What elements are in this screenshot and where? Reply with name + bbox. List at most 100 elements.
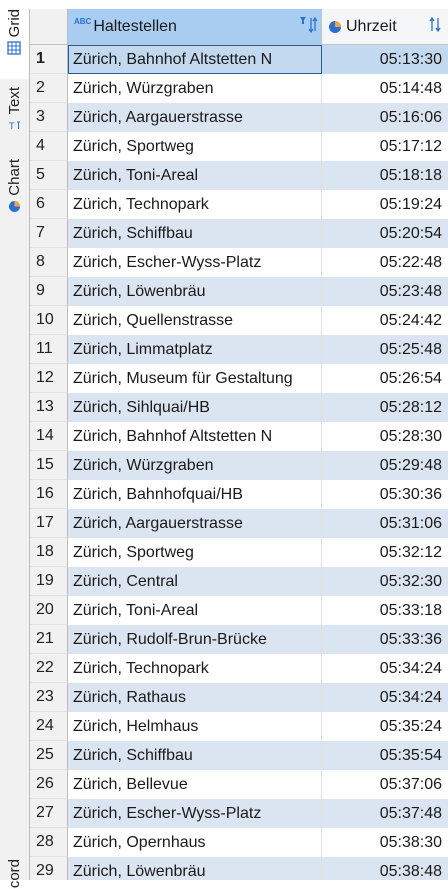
table-row[interactable]: 1 Zürich, Bahnhof Altstetten N 05:13:30 bbox=[30, 45, 448, 74]
cell-haltestelle[interactable]: Zürich, Toni-Areal bbox=[68, 161, 322, 190]
cell-haltestelle[interactable]: Zürich, Rathaus bbox=[68, 683, 322, 712]
row-number[interactable]: 23 bbox=[30, 683, 68, 712]
row-number[interactable]: 19 bbox=[30, 567, 68, 596]
cell-haltestelle[interactable]: Zürich, Sportweg bbox=[68, 538, 322, 567]
table-row[interactable]: 3 Zürich, Aargauerstrasse 05:16:06 bbox=[30, 103, 448, 132]
table-row[interactable]: 24 Zürich, Helmhaus 05:35:24 bbox=[30, 712, 448, 741]
row-number[interactable]: 13 bbox=[30, 393, 68, 422]
row-number[interactable]: 27 bbox=[30, 799, 68, 828]
cell-uhrzeit[interactable]: 05:29:48 bbox=[322, 451, 448, 480]
row-number[interactable]: 2 bbox=[30, 74, 68, 103]
tab-record[interactable]: Record bbox=[0, 859, 29, 889]
cell-uhrzeit[interactable]: 05:33:18 bbox=[379, 602, 442, 619]
column-header-uhrzeit[interactable]: Uhrzeit bbox=[322, 9, 448, 45]
table-row[interactable]: 9 Zürich, Löwenbräu 05:23:48 bbox=[30, 277, 448, 306]
tab-grid[interactable]: Grid bbox=[0, 9, 29, 79]
cell-haltestelle[interactable]: Zürich, Escher-Wyss-Platz bbox=[68, 248, 322, 277]
cell-uhrzeit[interactable]: 05:22:48 bbox=[379, 254, 442, 271]
cell-haltestelle[interactable]: Zürich, Bahnhof Altstetten N bbox=[68, 45, 322, 74]
row-number[interactable]: 18 bbox=[30, 538, 68, 567]
cell-haltestelle[interactable]: Zürich, Limmatplatz bbox=[68, 335, 322, 364]
column-header-haltestellen[interactable]: ABC Haltestellen bbox=[68, 9, 322, 45]
row-number[interactable]: 9 bbox=[30, 277, 68, 306]
cell-uhrzeit[interactable]: 05:24:42 bbox=[379, 312, 442, 329]
cell-uhrzeit[interactable]: 05:26:54 bbox=[379, 370, 442, 387]
row-number[interactable]: 8 bbox=[30, 248, 68, 277]
cell-uhrzeit[interactable]: 05:28:30 bbox=[379, 428, 442, 445]
row-number[interactable]: 25 bbox=[30, 741, 68, 770]
row-number[interactable]: 1 bbox=[30, 45, 68, 74]
row-number[interactable]: 7 bbox=[30, 219, 68, 248]
cell-uhrzeit[interactable]: 05:38:30 bbox=[379, 834, 442, 851]
cell-haltestelle[interactable]: Zürich, Schiffbau bbox=[68, 741, 322, 770]
cell-uhrzeit[interactable]: 05:17:12 bbox=[379, 138, 442, 155]
row-number[interactable]: 17 bbox=[30, 509, 68, 538]
table-row[interactable]: 17 Zürich, Aargauerstrasse 05:31:06 bbox=[30, 509, 448, 538]
tab-text[interactable]: Text T bbox=[0, 87, 29, 153]
cell-haltestelle[interactable]: Zürich, Museum für Gestaltung bbox=[68, 364, 322, 393]
table-row[interactable]: 11 Zürich, Limmatplatz 05:25:48 bbox=[30, 335, 448, 364]
cell-uhrzeit[interactable]: 05:19:24 bbox=[379, 196, 442, 213]
table-row[interactable]: 21 Zürich, Rudolf-Brun-Brücke 05:33:36 bbox=[30, 625, 448, 654]
table-row[interactable]: 5 Zürich, Toni-Areal 05:18:18 bbox=[30, 161, 448, 190]
cell-uhrzeit[interactable]: 05:34:24 bbox=[322, 683, 448, 712]
row-number[interactable]: 11 bbox=[30, 335, 68, 364]
table-row[interactable]: 23 Zürich, Rathaus 05:34:24 bbox=[30, 683, 448, 712]
table-row[interactable]: 6 Zürich, Technopark 05:19:24 bbox=[30, 190, 448, 219]
table-row[interactable]: 12 Zürich, Museum für Gestaltung 05:26:54 bbox=[30, 364, 448, 393]
table-row[interactable]: 2 Zürich, Würzgraben 05:14:48 bbox=[30, 74, 448, 103]
grid-corner[interactable] bbox=[30, 9, 68, 45]
cell-haltestelle[interactable]: Zürich, Escher-Wyss-Platz bbox=[68, 799, 322, 828]
filter-sort-icon[interactable] bbox=[299, 15, 318, 35]
cell-haltestelle[interactable]: Zürich, Bellevue bbox=[68, 770, 322, 799]
table-row[interactable]: 27 Zürich, Escher-Wyss-Platz 05:37:48 bbox=[30, 799, 448, 828]
cell-uhrzeit[interactable]: 05:35:24 bbox=[379, 718, 442, 735]
cell-uhrzeit[interactable]: 05:33:36 bbox=[322, 625, 448, 654]
row-number[interactable]: 14 bbox=[30, 422, 68, 451]
cell-haltestelle[interactable]: Zürich, Aargauerstrasse bbox=[68, 509, 322, 538]
row-number[interactable]: 21 bbox=[30, 625, 68, 654]
row-number[interactable]: 6 bbox=[30, 190, 68, 219]
cell-uhrzeit[interactable]: 05:37:06 bbox=[379, 776, 442, 793]
table-row[interactable]: 14 Zürich, Bahnhof Altstetten N 05:28:30 bbox=[30, 422, 448, 451]
cell-uhrzeit[interactable]: 05:32:30 bbox=[322, 567, 448, 596]
table-row[interactable]: 16 Zürich, Bahnhofquai/HB 05:30:36 bbox=[30, 480, 448, 509]
table-row[interactable]: 13 Zürich, Sihlquai/HB 05:28:12 bbox=[30, 393, 448, 422]
table-row[interactable]: 18 Zürich, Sportweg 05:32:12 bbox=[30, 538, 448, 567]
table-row[interactable]: 26 Zürich, Bellevue 05:37:06 bbox=[30, 770, 448, 799]
cell-haltestelle[interactable]: Zürich, Technopark bbox=[68, 190, 322, 219]
cell-haltestelle[interactable]: Zürich, Schiffbau bbox=[68, 219, 322, 248]
cell-uhrzeit[interactable]: 05:18:18 bbox=[322, 161, 448, 190]
cell-uhrzeit[interactable]: 05:23:48 bbox=[322, 277, 448, 306]
row-number[interactable]: 22 bbox=[30, 654, 68, 683]
cell-uhrzeit[interactable]: 05:20:54 bbox=[322, 219, 448, 248]
cell-haltestelle[interactable]: Zürich, Löwenbräu bbox=[68, 277, 322, 306]
row-number[interactable]: 5 bbox=[30, 161, 68, 190]
row-number[interactable]: 3 bbox=[30, 103, 68, 132]
row-number[interactable]: 12 bbox=[30, 364, 68, 393]
cell-uhrzeit[interactable]: 05:25:48 bbox=[322, 335, 448, 364]
row-number[interactable]: 29 bbox=[30, 857, 68, 880]
row-number[interactable]: 24 bbox=[30, 712, 68, 741]
row-number[interactable]: 28 bbox=[30, 828, 68, 857]
cell-uhrzeit[interactable]: 05:31:06 bbox=[322, 509, 448, 538]
table-row[interactable]: 4 Zürich, Sportweg 05:17:12 bbox=[30, 132, 448, 161]
cell-haltestelle[interactable]: Zürich, Technopark bbox=[68, 654, 322, 683]
cell-haltestelle[interactable]: Zürich, Toni-Areal bbox=[68, 596, 322, 625]
cell-haltestelle[interactable]: Zürich, Sihlquai/HB bbox=[68, 393, 322, 422]
table-row[interactable]: 15 Zürich, Würzgraben 05:29:48 bbox=[30, 451, 448, 480]
table-row[interactable]: 25 Zürich, Schiffbau 05:35:54 bbox=[30, 741, 448, 770]
cell-haltestelle[interactable]: Zürich, Würzgraben bbox=[68, 451, 322, 480]
cell-haltestelle[interactable]: Zürich, Central bbox=[68, 567, 322, 596]
row-number[interactable]: 4 bbox=[30, 132, 68, 161]
table-row[interactable]: 20 Zürich, Toni-Areal 05:33:18 bbox=[30, 596, 448, 625]
row-number[interactable]: 16 bbox=[30, 480, 68, 509]
cell-uhrzeit[interactable]: 05:32:12 bbox=[379, 544, 442, 561]
cell-uhrzeit[interactable]: 05:14:48 bbox=[379, 80, 442, 97]
row-number[interactable]: 10 bbox=[30, 306, 68, 335]
cell-uhrzeit[interactable]: 05:28:12 bbox=[322, 393, 448, 422]
cell-haltestelle[interactable]: Zürich, Quellenstrasse bbox=[68, 306, 322, 335]
cell-uhrzeit[interactable]: 05:37:48 bbox=[322, 799, 448, 828]
table-row[interactable]: 8 Zürich, Escher-Wyss-Platz 05:22:48 bbox=[30, 248, 448, 277]
row-number[interactable]: 26 bbox=[30, 770, 68, 799]
